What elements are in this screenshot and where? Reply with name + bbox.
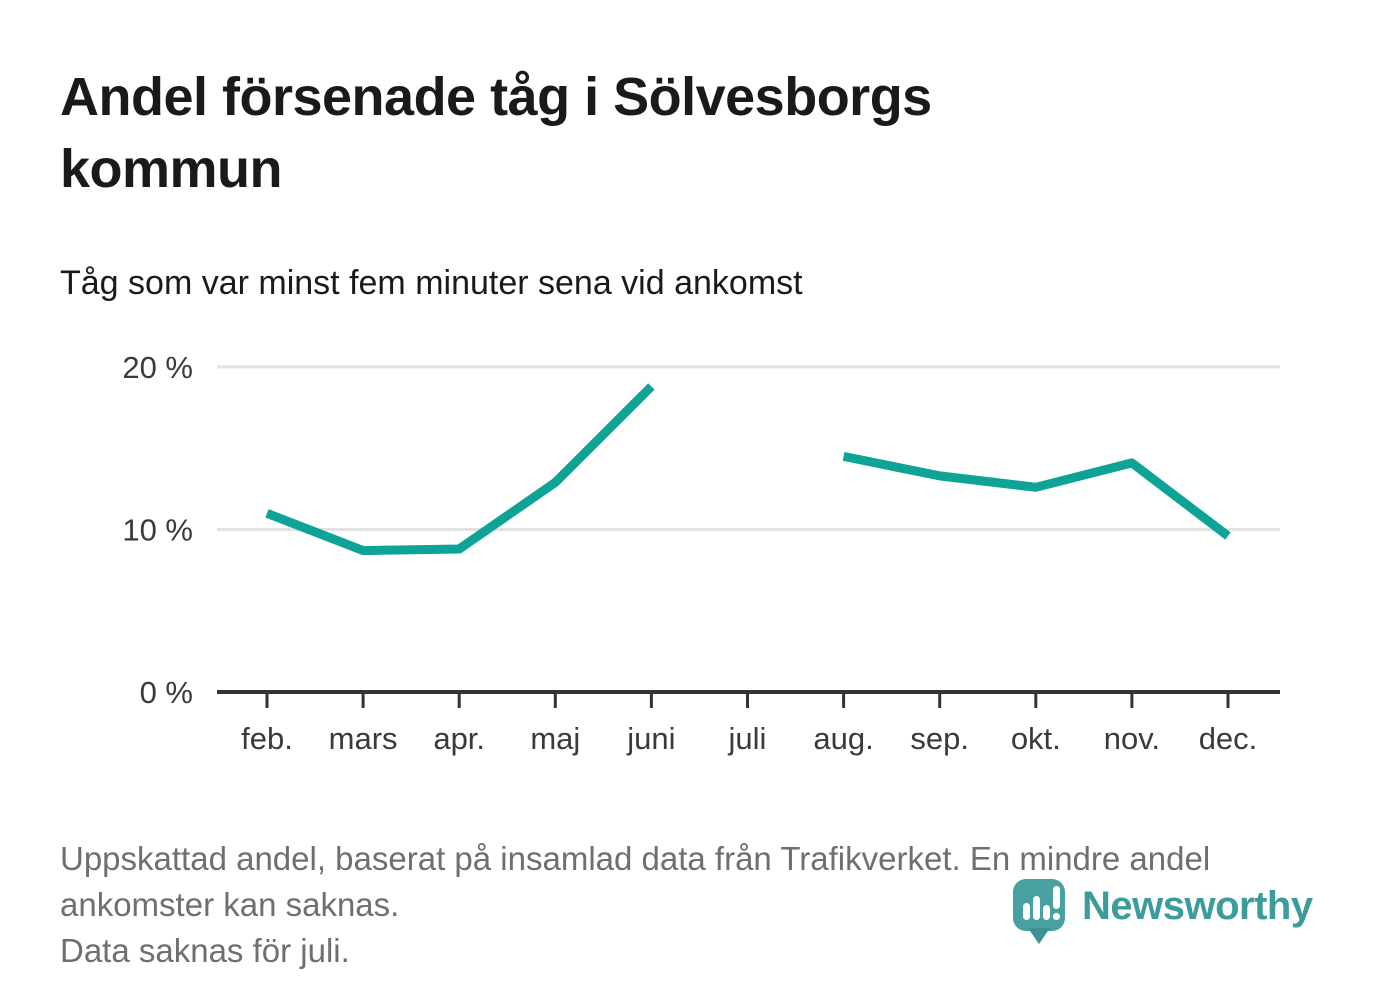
x-axis-label: nov. xyxy=(1104,721,1160,756)
footer-notes: Uppskattad andel, baserat på insamlad da… xyxy=(60,836,1305,974)
newsworthy-logo: Newsworthy xyxy=(1012,876,1342,956)
chart-title: Andel försenade tåg i Sölvesborgs kommun xyxy=(60,67,932,199)
logo-bar-1 xyxy=(1023,903,1030,920)
x-axis-label: aug. xyxy=(813,721,873,756)
logo-exclamation-dot xyxy=(1052,912,1061,921)
x-axis-label: maj xyxy=(530,721,580,756)
x-axis-label: dec. xyxy=(1199,721,1258,756)
logo-exclamation-bar xyxy=(1053,886,1060,909)
x-axis-label: juni xyxy=(626,721,675,756)
x-axis-label: apr. xyxy=(433,721,485,756)
newsworthy-logo-text: Newsworthy xyxy=(1082,884,1313,928)
newsworthy-logo-icon xyxy=(1013,879,1065,944)
y-axis-label: 20 % xyxy=(122,350,193,385)
chart-subtitle: Tåg som var minst fem minuter sena vid a… xyxy=(60,264,803,302)
y-axis-label: 10 % xyxy=(122,513,193,548)
logo-bar-3 xyxy=(1043,905,1050,920)
logo-bubble-tail xyxy=(1028,928,1050,944)
data-line xyxy=(265,383,655,556)
x-axis-label: mars xyxy=(329,721,398,756)
data-line xyxy=(842,451,1231,540)
x-axis-label: sep. xyxy=(910,721,969,756)
x-axis-label: juli xyxy=(728,721,767,756)
missing-data-note: Data saknas för juli. xyxy=(60,932,350,969)
source-note: Uppskattad andel, baserat på insamlad da… xyxy=(60,840,1211,923)
logo-bar-2 xyxy=(1033,896,1040,920)
x-axis-label: okt. xyxy=(1011,721,1061,756)
y-axis-label: 0 % xyxy=(140,675,193,710)
x-axis-label: feb. xyxy=(241,721,293,756)
